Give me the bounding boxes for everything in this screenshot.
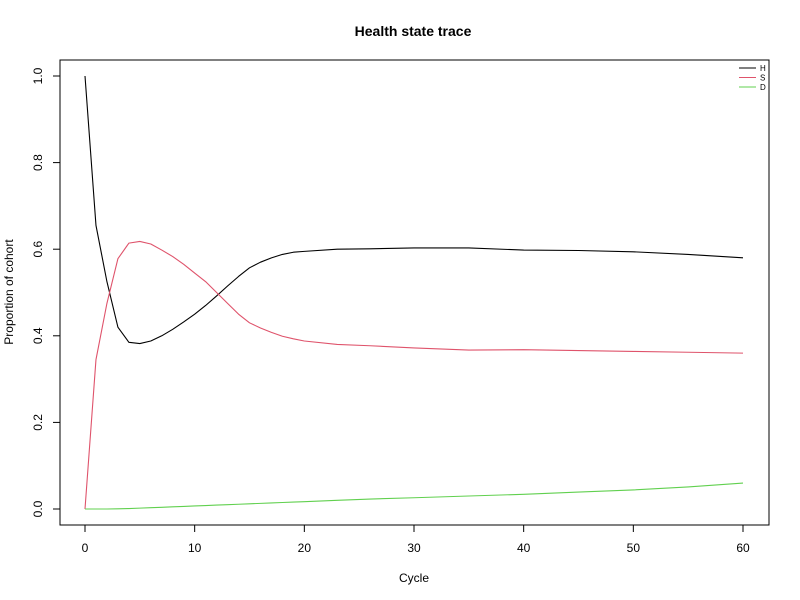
series-line-h bbox=[84, 75, 744, 345]
x-tick-label: 10 bbox=[188, 541, 202, 555]
x-tick-label: 60 bbox=[736, 541, 750, 555]
x-tick-label: 0 bbox=[82, 541, 89, 555]
y-tick-label: 0.0 bbox=[31, 500, 45, 517]
legend-label-s: S bbox=[760, 74, 765, 83]
legend-label-h: H bbox=[760, 64, 766, 73]
y-tick-label: 0.8 bbox=[31, 154, 45, 171]
y-tick-label: 0.4 bbox=[31, 327, 45, 344]
y-tick-label: 0.6 bbox=[31, 241, 45, 258]
x-tick-label: 50 bbox=[627, 541, 641, 555]
series-line-d bbox=[85, 482, 744, 510]
x-tick-label: 30 bbox=[407, 541, 421, 555]
legend: HSD bbox=[739, 64, 766, 92]
y-tick-label: 0.2 bbox=[31, 414, 45, 431]
y-tick-label: 1.0 bbox=[31, 67, 45, 84]
x-tick-label: 40 bbox=[517, 541, 531, 555]
y-axis-label: Proportion of cohort bbox=[2, 239, 16, 345]
chart-title: Health state trace bbox=[355, 23, 472, 39]
x-axis-label: Cycle bbox=[399, 571, 429, 585]
legend-label-d: D bbox=[760, 83, 766, 92]
series-layer bbox=[84, 75, 744, 510]
series-line-s bbox=[84, 240, 744, 510]
plot-frame bbox=[59, 59, 770, 526]
x-axis: 0 10 20 30 40 50 60 bbox=[82, 524, 750, 555]
y-axis: 0.0 0.2 0.4 0.6 0.8 1.0 bbox=[31, 67, 61, 517]
x-tick-label: 20 bbox=[298, 541, 312, 555]
